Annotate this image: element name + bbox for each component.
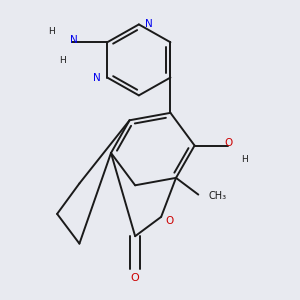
Text: H: H bbox=[48, 27, 55, 36]
Text: N: N bbox=[146, 20, 153, 29]
Text: H: H bbox=[242, 155, 248, 164]
Text: O: O bbox=[131, 273, 140, 283]
Text: O: O bbox=[165, 216, 173, 226]
Text: CH₃: CH₃ bbox=[209, 191, 227, 201]
Text: N: N bbox=[93, 73, 101, 82]
Text: N: N bbox=[70, 35, 78, 45]
Text: H: H bbox=[59, 56, 66, 65]
Text: O: O bbox=[224, 138, 232, 148]
